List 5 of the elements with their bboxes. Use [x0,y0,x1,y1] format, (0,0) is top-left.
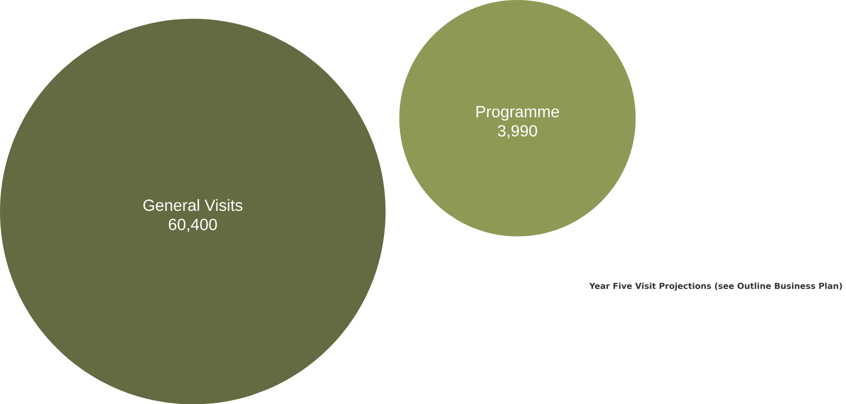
text: Year Five Visit Projections (see Outline Business Plan) [589,282,842,291]
data-label: 60,400 [168,218,217,232]
category-label: Programme [476,106,559,120]
data-label: 3,990 [498,124,538,138]
category-label: General Visits [143,198,242,211]
